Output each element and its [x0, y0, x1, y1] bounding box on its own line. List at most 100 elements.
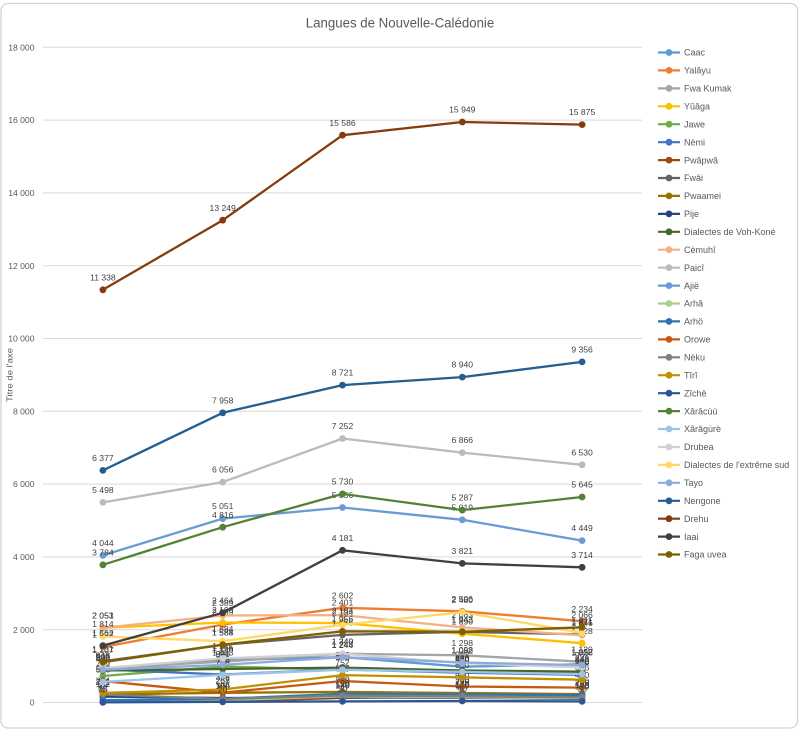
svg-text:8 940: 8 940	[452, 360, 474, 370]
svg-text:Caac: Caac	[684, 48, 706, 58]
svg-text:16 000: 16 000	[8, 115, 35, 125]
svg-text:1 588: 1 588	[212, 627, 234, 637]
svg-text:Xârâgùrè: Xârâgùrè	[684, 424, 721, 434]
svg-text:Xârâcùù: Xârâcùù	[684, 406, 718, 416]
svg-text:4 000: 4 000	[13, 552, 35, 562]
svg-text:11 338: 11 338	[90, 272, 116, 282]
svg-text:878: 878	[96, 653, 111, 663]
svg-text:Pwâpwâ: Pwâpwâ	[684, 155, 718, 165]
svg-text:Paicî: Paicî	[684, 263, 705, 273]
svg-text:Tîrî: Tîrî	[684, 370, 698, 380]
svg-text:1 956: 1 956	[332, 614, 354, 624]
svg-text:4: 4	[101, 685, 106, 695]
svg-text:1 098: 1 098	[452, 645, 474, 655]
svg-text:1 943: 1 943	[452, 614, 474, 624]
svg-text:812: 812	[575, 656, 590, 666]
svg-text:Arhâ: Arhâ	[684, 299, 703, 309]
svg-text:140: 140	[575, 680, 590, 690]
svg-text:946: 946	[96, 651, 111, 661]
svg-text:6 530: 6 530	[571, 447, 593, 457]
svg-text:5 645: 5 645	[571, 480, 593, 490]
svg-text:13 249: 13 249	[210, 203, 237, 213]
svg-text:5 498: 5 498	[92, 485, 114, 495]
svg-text:18 000: 18 000	[8, 42, 35, 52]
svg-text:5 730: 5 730	[332, 477, 354, 487]
svg-text:Pije: Pije	[684, 209, 699, 219]
svg-text:140: 140	[335, 680, 350, 690]
svg-text:900: 900	[96, 652, 111, 662]
svg-text:2 389: 2 389	[212, 598, 234, 608]
svg-text:1 033: 1 033	[212, 648, 234, 658]
svg-text:1 943: 1 943	[452, 614, 474, 624]
svg-text:Titre de l'axe: Titre de l'axe	[5, 348, 15, 402]
svg-text:2 066: 2 066	[571, 610, 593, 620]
svg-text:3 784: 3 784	[92, 547, 114, 557]
svg-text:Fwâi: Fwâi	[684, 173, 703, 183]
svg-text:1 871: 1 871	[571, 617, 593, 627]
svg-text:Dialectes de l'extrême sud: Dialectes de l'extrême sud	[684, 460, 789, 470]
svg-text:6 056: 6 056	[212, 465, 234, 475]
svg-text:Cèmuhî: Cèmuhî	[684, 245, 716, 255]
svg-text:2 401: 2 401	[332, 598, 354, 608]
svg-text:2 234: 2 234	[571, 604, 593, 614]
svg-text:1 890: 1 890	[452, 616, 474, 626]
svg-text:267: 267	[216, 675, 231, 685]
svg-text:268: 268	[216, 675, 231, 685]
svg-text:Jawe: Jawe	[684, 119, 705, 129]
svg-text:1 684: 1 684	[212, 624, 234, 634]
svg-text:Yalâyu: Yalâyu	[684, 66, 711, 76]
svg-text:62: 62	[98, 683, 108, 693]
svg-text:1 052: 1 052	[571, 647, 593, 657]
svg-text:8 000: 8 000	[13, 406, 35, 416]
svg-text:1 028: 1 028	[571, 648, 593, 658]
svg-text:Nengone: Nengone	[684, 496, 721, 506]
svg-text:948: 948	[96, 651, 111, 661]
svg-text:6 000: 6 000	[13, 479, 35, 489]
svg-text:30: 30	[577, 684, 587, 694]
svg-text:14 000: 14 000	[8, 188, 35, 198]
svg-text:1 911: 1 911	[572, 616, 593, 626]
svg-text:Tayo: Tayo	[684, 478, 703, 488]
svg-text:1 248: 1 248	[332, 640, 354, 650]
svg-text:1 244: 1 244	[332, 640, 354, 650]
svg-text:4 449: 4 449	[571, 523, 593, 533]
svg-text:752: 752	[335, 658, 350, 668]
svg-text:170: 170	[455, 679, 470, 689]
svg-text:4 181: 4 181	[332, 533, 354, 543]
svg-text:890: 890	[96, 653, 111, 663]
svg-text:1 340: 1 340	[332, 636, 354, 646]
svg-text:Iaai: Iaai	[684, 532, 699, 542]
svg-text:2 184: 2 184	[332, 606, 354, 616]
svg-text:2 000: 2 000	[13, 625, 35, 635]
svg-text:Pwaamei: Pwaamei	[684, 191, 721, 201]
svg-text:35: 35	[98, 684, 108, 694]
svg-text:3 821: 3 821	[452, 546, 474, 556]
svg-text:860: 860	[455, 654, 470, 664]
svg-text:848: 848	[575, 654, 590, 664]
svg-text:1 584: 1 584	[212, 627, 234, 637]
svg-text:Faga uvea: Faga uvea	[684, 550, 727, 560]
svg-text:Zîchë: Zîchë	[684, 388, 707, 398]
svg-text:124: 124	[216, 681, 231, 691]
svg-text:4 816: 4 816	[212, 510, 234, 520]
svg-text:7 252: 7 252	[332, 421, 354, 431]
svg-text:Langues de Nouvelle-Calédonie: Langues de Nouvelle-Calédonie	[306, 15, 495, 31]
svg-text:Dialectes de Voh-Koné: Dialectes de Voh-Koné	[684, 227, 776, 237]
svg-text:2 480: 2 480	[452, 595, 474, 605]
svg-text:15 586: 15 586	[329, 118, 356, 128]
svg-text:1 107: 1 107	[92, 645, 114, 655]
svg-text:6 866: 6 866	[452, 435, 474, 445]
svg-text:4 044: 4 044	[92, 538, 114, 548]
svg-text:2 464: 2 464	[212, 595, 234, 605]
svg-text:Ajië: Ajië	[684, 281, 699, 291]
svg-text:2 134: 2 134	[332, 607, 354, 617]
svg-text:40: 40	[458, 684, 468, 694]
svg-text:9 356: 9 356	[571, 345, 593, 355]
svg-text:10 000: 10 000	[8, 334, 35, 344]
svg-text:1 562: 1 562	[92, 628, 114, 638]
svg-text:Drubea: Drubea	[684, 442, 714, 452]
svg-text:15 875: 15 875	[569, 107, 596, 117]
svg-text:Arhö: Arhö	[684, 317, 703, 327]
svg-text:780: 780	[575, 657, 590, 667]
svg-text:8 721: 8 721	[332, 368, 354, 378]
